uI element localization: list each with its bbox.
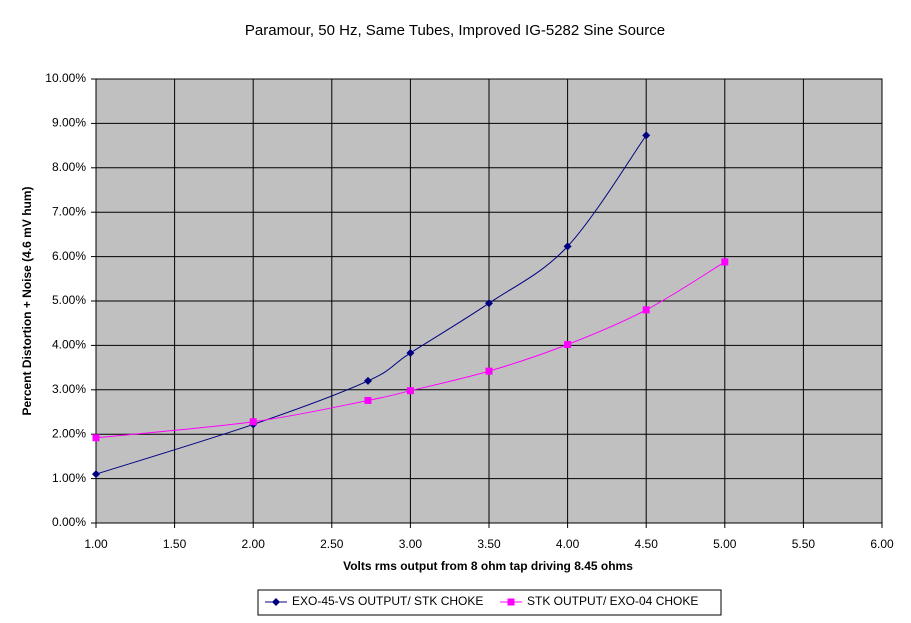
x-tick-label: 5.50 xyxy=(792,537,816,551)
x-axis-title: Volts rms output from 8 ohm tap driving … xyxy=(343,559,633,573)
x-tick-label: 1.00 xyxy=(84,537,108,551)
marker xyxy=(363,376,372,385)
marker xyxy=(485,299,493,308)
x-tick-label: 5.00 xyxy=(713,537,737,551)
x-tick-label: 4.50 xyxy=(635,537,659,551)
marker xyxy=(406,387,414,395)
y-tick-label: 0.00% xyxy=(52,515,86,529)
marker xyxy=(92,434,100,442)
marker xyxy=(563,242,572,251)
y-tick-label: 9.00% xyxy=(52,116,86,130)
marker xyxy=(564,341,572,349)
y-tick-label: 7.00% xyxy=(52,204,86,218)
plot-border xyxy=(95,78,883,524)
legend-label: EXO-45-VS OUTPUT/ STK CHOKE xyxy=(292,594,483,608)
y-tick-label: 3.00% xyxy=(52,382,86,396)
marker xyxy=(642,131,651,140)
x-tick-label: 1.50 xyxy=(163,537,187,551)
y-tick-label: 5.00% xyxy=(52,293,86,307)
marker xyxy=(92,470,100,479)
y-tick-label: 10.00% xyxy=(45,71,86,85)
y-axis-title: Percent Distortion + Noise (4.6 mV hum) xyxy=(20,186,34,415)
y-tick-label: 6.00% xyxy=(52,249,86,263)
marker xyxy=(721,258,729,266)
marker xyxy=(406,348,415,357)
marker xyxy=(485,367,493,375)
y-tick-label: 1.00% xyxy=(52,471,86,485)
marker xyxy=(507,598,515,606)
legend xyxy=(257,589,722,616)
legend-label: STK OUTPUT/ EXO-04 CHOKE xyxy=(527,594,698,608)
y-tick-label: 8.00% xyxy=(52,160,86,174)
x-tick-label: 3.50 xyxy=(477,537,501,551)
x-tick-label: 4.00 xyxy=(556,537,580,551)
marker xyxy=(642,306,650,314)
x-tick-label: 6.00 xyxy=(870,537,894,551)
marker xyxy=(364,396,372,404)
chart-title: Paramour, 50 Hz, Same Tubes, Improved IG… xyxy=(245,22,665,39)
x-tick-label: 2.50 xyxy=(320,537,344,551)
y-tick-label: 4.00% xyxy=(52,338,86,352)
marker xyxy=(272,598,280,606)
y-tick-label: 2.00% xyxy=(52,426,86,440)
x-tick-label: 2.00 xyxy=(242,537,266,551)
marker xyxy=(249,418,257,426)
x-tick-label: 3.00 xyxy=(399,537,423,551)
